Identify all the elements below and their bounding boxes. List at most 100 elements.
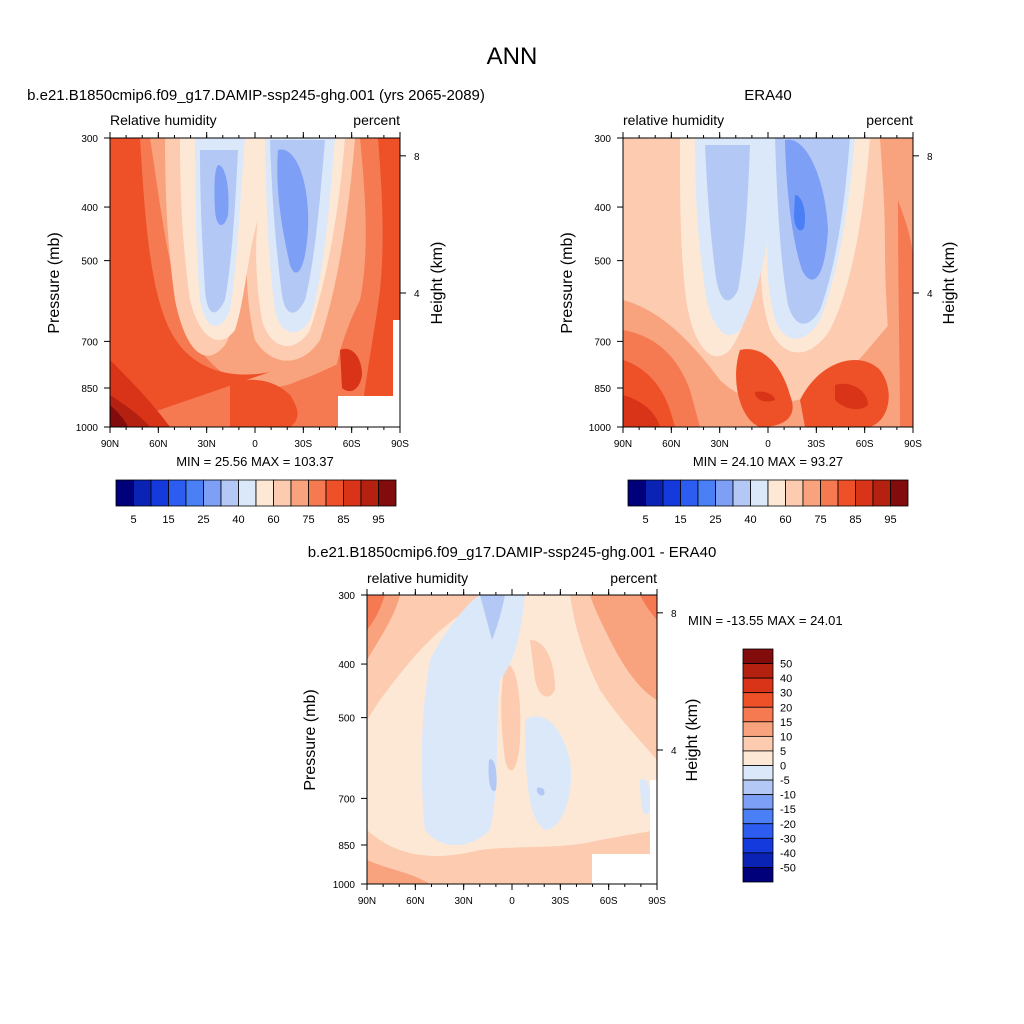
colorbar-label: -30 (780, 833, 796, 845)
colorbar-swatch (343, 479, 362, 507)
colorbar-label: 5 (642, 514, 648, 526)
colorbar-swatch (732, 479, 751, 507)
colorbar-swatch (785, 479, 804, 507)
y-tick-label: 1000 (76, 423, 99, 434)
colorbar-label: -5 (780, 775, 790, 787)
colorbar-label: 85 (849, 514, 861, 526)
colorbar-swatch (325, 479, 344, 507)
missing-data-region (393, 320, 400, 396)
colorbar-swatch (767, 479, 786, 507)
panel-1-units-label: percent (353, 112, 400, 128)
colorbar-swatch (697, 479, 716, 507)
contour-region (713, 170, 729, 243)
contour-region (530, 640, 555, 697)
panel-1-contours (110, 138, 400, 427)
colorbar-swatch (742, 735, 774, 752)
y-tick-label: 700 (594, 337, 611, 348)
colorbar-swatch (742, 692, 774, 708)
colorbar-label: 5 (130, 514, 136, 526)
contour-region (835, 383, 868, 410)
colorbar-swatch (220, 479, 239, 507)
y-tick-label: 1000 (333, 880, 356, 891)
contour-region (367, 595, 385, 630)
colorbar-swatch (150, 479, 169, 507)
colorbar-swatch (742, 794, 774, 810)
colorbar-swatch (290, 479, 309, 507)
y-tick-label: 400 (338, 660, 355, 671)
missing-data-region (338, 396, 400, 427)
y-tick-label: 300 (594, 134, 611, 145)
colorbar-label: -40 (780, 848, 796, 860)
x-tick-label: 30S (294, 439, 312, 450)
y-tick-label: 850 (338, 841, 355, 852)
colorbar-swatch (802, 479, 821, 507)
colorbar-label: 40 (744, 514, 756, 526)
height-tick-label: 4 (414, 289, 420, 300)
panel-2-contours (623, 138, 913, 427)
contour-region (230, 379, 298, 427)
y-tick-label: 400 (81, 203, 98, 214)
colorbar-swatch (742, 765, 774, 781)
colorbar-swatch (855, 479, 874, 507)
panel-1-colorbar: 5 15 25 40 60 75 85 95 (115, 479, 397, 526)
colorbar-swatch (662, 479, 681, 507)
y-tick-label: 850 (81, 384, 98, 395)
contour-region (488, 759, 497, 792)
height-tick-label: 8 (671, 609, 677, 620)
x-tick-label: 60S (856, 439, 874, 450)
colorbar-swatch (872, 479, 891, 507)
colorbar-label: 40 (780, 673, 792, 685)
colorbar-swatch (742, 852, 774, 868)
colorbar-swatch (255, 479, 274, 507)
colorbar-swatch (742, 721, 774, 737)
x-tick-label: 90S (904, 439, 922, 450)
x-tick-label: 90N (358, 896, 376, 907)
colorbar-label: 95 (372, 514, 384, 526)
contour-region (367, 830, 657, 884)
panel-1-title: b.e21.B1850cmip6.f09_g17.DAMIP-ssp245-gh… (27, 87, 485, 104)
height-tick-label: 8 (414, 152, 420, 163)
colorbar-swatch (273, 479, 292, 507)
colorbar-swatch (133, 479, 152, 507)
x-tick-label: 60S (343, 439, 361, 450)
colorbar-swatch (115, 479, 134, 507)
x-tick-label: 90S (391, 439, 409, 450)
missing-data-region (650, 780, 657, 854)
colorbar-swatch (742, 750, 774, 766)
y-tick-label: 500 (338, 714, 355, 725)
panel-3-contours (367, 595, 657, 884)
panel-1-axes: 300 400 500 700 850 1000 8 4 90N 60N 30N 0 30S 60S 90S (76, 132, 420, 450)
contour-region (525, 716, 571, 830)
panel-3-units-label: percent (610, 570, 657, 586)
panel-3-variable-label: relative humidity (367, 570, 469, 586)
contour-region (794, 195, 805, 231)
colorbar-label: 30 (780, 688, 792, 700)
colorbar-swatch (742, 648, 774, 664)
y-tick-label: 1000 (589, 423, 612, 434)
colorbar-label: 15 (674, 514, 686, 526)
x-tick-label: 60N (662, 439, 680, 450)
height-tick-label: 8 (927, 152, 933, 163)
x-tick-label: 90S (648, 896, 666, 907)
height-tick-label: 4 (671, 746, 677, 757)
colorbar-swatch (742, 779, 774, 796)
colorbar-label: 25 (709, 514, 721, 526)
colorbar-swatch (742, 808, 774, 825)
colorbar-swatch (360, 479, 379, 507)
contour-region (421, 595, 525, 845)
colorbar-swatch (837, 479, 856, 507)
x-tick-label: 0 (765, 439, 771, 450)
contour-region (110, 405, 128, 427)
contour-region (480, 595, 505, 640)
colorbar-label: -20 (780, 819, 796, 831)
panel-3-stats: MIN = -13.55 MAX = 24.01 (688, 613, 843, 628)
colorbar-swatch (742, 837, 774, 854)
colorbar-swatch (185, 479, 204, 507)
colorbar-swatch (742, 823, 774, 839)
contour-region (785, 139, 828, 280)
contour-region (367, 595, 480, 720)
